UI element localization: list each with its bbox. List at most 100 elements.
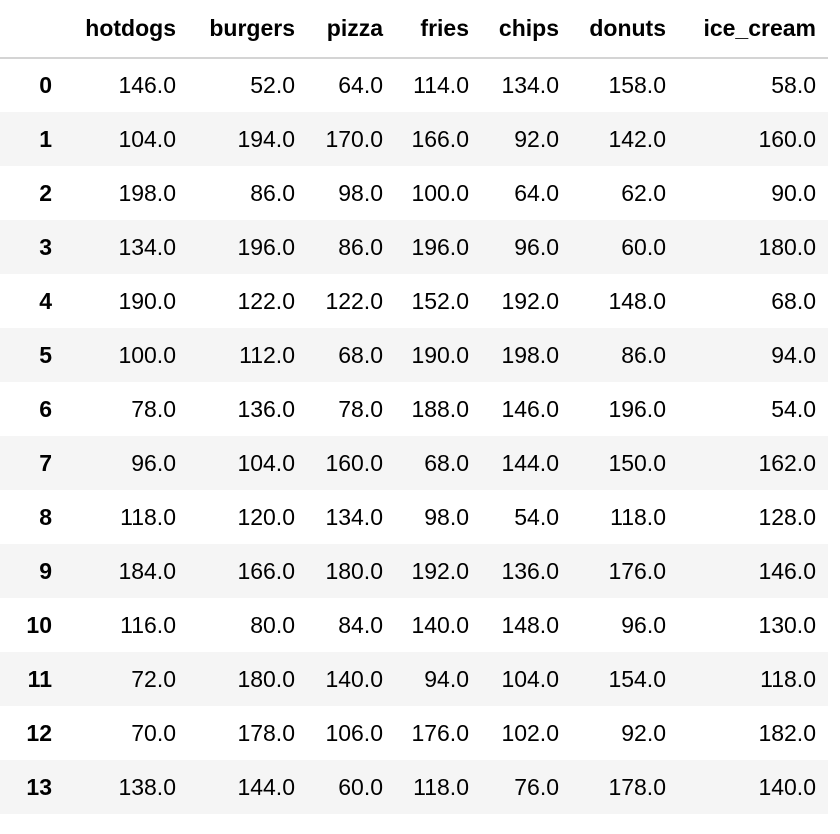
row-index: 8	[39, 503, 52, 530]
table-cell: 96.0	[621, 611, 666, 638]
table-cell: 94.0	[771, 341, 816, 368]
table-cell: 64.0	[338, 72, 383, 98]
header-row: hotdogs burgers pizza fries chips donuts…	[0, 0, 828, 59]
table-cell: 160.0	[325, 449, 383, 476]
table-cell: 134.0	[501, 72, 559, 98]
table-row: 4 190.0 122.0 122.0 152.0 192.0 148.0 68.0	[0, 274, 828, 328]
table-cell: 176.0	[411, 719, 469, 746]
table-cell: 170.0	[325, 125, 383, 152]
column-header-hotdogs: hotdogs	[64, 0, 188, 59]
table-cell: 86.0	[338, 233, 383, 260]
table-row: 2 198.0 86.0 98.0 100.0 64.0 62.0 90.0	[0, 166, 828, 220]
table-cell: 162.0	[758, 449, 816, 476]
row-index: 5	[39, 341, 52, 368]
table-cell: 86.0	[621, 341, 666, 368]
table-cell: 136.0	[501, 557, 559, 584]
table-cell: 72.0	[131, 665, 176, 692]
table-cell: 122.0	[325, 287, 383, 314]
table-cell: 54.0	[771, 395, 816, 422]
table-cell: 190.0	[118, 287, 176, 314]
index-header	[0, 0, 64, 59]
table-cell: 148.0	[501, 611, 559, 638]
row-index: 0	[39, 72, 52, 98]
table-cell: 102.0	[501, 719, 559, 746]
table-cell: 52.0	[250, 72, 295, 98]
table-cell: 160.0	[758, 125, 816, 152]
column-header-donuts: donuts	[571, 0, 678, 59]
row-index: 11	[27, 665, 52, 692]
table-cell: 68.0	[424, 449, 469, 476]
table-cell: 62.0	[621, 179, 666, 206]
column-header-ice-cream: ice_cream	[678, 0, 828, 59]
column-header-burgers: burgers	[188, 0, 307, 59]
table-row: 0 146.0 52.0 64.0 114.0 134.0 158.0 58.0	[0, 58, 828, 112]
table-cell: 144.0	[237, 773, 295, 800]
table-cell: 194.0	[237, 125, 295, 152]
table-row: 12 70.0 178.0 106.0 176.0 102.0 92.0 182.0	[0, 706, 828, 760]
table-cell: 84.0	[338, 611, 383, 638]
table-cell: 136.0	[237, 395, 295, 422]
table-cell: 198.0	[118, 179, 176, 206]
table-cell: 144.0	[501, 449, 559, 476]
table-cell: 118.0	[120, 503, 176, 530]
table-cell: 196.0	[237, 233, 295, 260]
table-cell: 190.0	[411, 341, 469, 368]
table-cell: 134.0	[325, 503, 383, 530]
table-cell: 182.0	[758, 719, 816, 746]
table-cell: 140.0	[758, 773, 816, 800]
table-cell: 94.0	[424, 665, 469, 692]
column-header-fries: fries	[395, 0, 481, 59]
table-cell: 148.0	[608, 287, 666, 314]
table-cell: 118.0	[413, 773, 469, 800]
table-cell: 114.0	[413, 72, 469, 98]
table-cell: 104.0	[118, 125, 176, 152]
table-cell: 78.0	[338, 395, 383, 422]
column-header-chips: chips	[481, 0, 571, 59]
table-cell: 86.0	[250, 179, 295, 206]
table-cell: 176.0	[608, 557, 666, 584]
column-header-pizza: pizza	[307, 0, 395, 59]
table-cell: 192.0	[501, 287, 559, 314]
table-cell: 64.0	[514, 179, 559, 206]
table-cell: 140.0	[411, 611, 469, 638]
table-body: 0 146.0 52.0 64.0 114.0 134.0 158.0 58.0 1 104.0 1…	[0, 58, 828, 814]
table-cell: 150.0	[608, 449, 666, 476]
row-index: 6	[39, 395, 52, 422]
row-index: 2	[39, 179, 52, 206]
table-cell: 58.0	[771, 72, 816, 98]
table-cell: 146.0	[501, 395, 559, 422]
table-row: 11 72.0 180.0 140.0 94.0 104.0 154.0 118.0	[0, 652, 828, 706]
table-row: 5 100.0 112.0 68.0 190.0 198.0 86.0 94.0	[0, 328, 828, 382]
table-cell: 118.0	[760, 665, 816, 692]
table-cell: 116.0	[120, 611, 176, 638]
row-index: 13	[26, 773, 52, 800]
table-cell: 78.0	[131, 395, 176, 422]
dataframe-table: hotdogs burgers pizza fries chips donuts…	[0, 0, 828, 814]
table-cell: 196.0	[608, 395, 666, 422]
table-cell: 92.0	[514, 125, 559, 152]
table-cell: 184.0	[118, 557, 176, 584]
table-cell: 158.0	[608, 72, 666, 98]
table-row: 8 118.0 120.0 134.0 98.0 54.0 118.0 128.0	[0, 490, 828, 544]
row-index: 12	[26, 719, 52, 746]
table-cell: 138.0	[118, 773, 176, 800]
row-index: 3	[39, 233, 52, 260]
table-cell: 178.0	[608, 773, 666, 800]
table-cell: 118.0	[610, 503, 666, 530]
row-index: 9	[39, 557, 52, 584]
row-index: 1	[39, 125, 52, 152]
table-cell: 92.0	[621, 719, 666, 746]
row-index: 7	[39, 449, 52, 476]
table-cell: 166.0	[411, 125, 469, 152]
table-header: hotdogs burgers pizza fries chips donuts…	[0, 0, 828, 59]
table-cell: 70.0	[131, 719, 176, 746]
table-cell: 122.0	[237, 287, 295, 314]
table-cell: 152.0	[411, 287, 469, 314]
table-cell: 130.0	[758, 611, 816, 638]
row-index: 4	[39, 287, 52, 314]
table-cell: 60.0	[338, 773, 383, 800]
table-row: 3 134.0 196.0 86.0 196.0 96.0 60.0 180.0	[0, 220, 828, 274]
table-cell: 54.0	[514, 503, 559, 530]
table-cell: 154.0	[608, 665, 666, 692]
table-cell: 120.0	[237, 503, 295, 530]
